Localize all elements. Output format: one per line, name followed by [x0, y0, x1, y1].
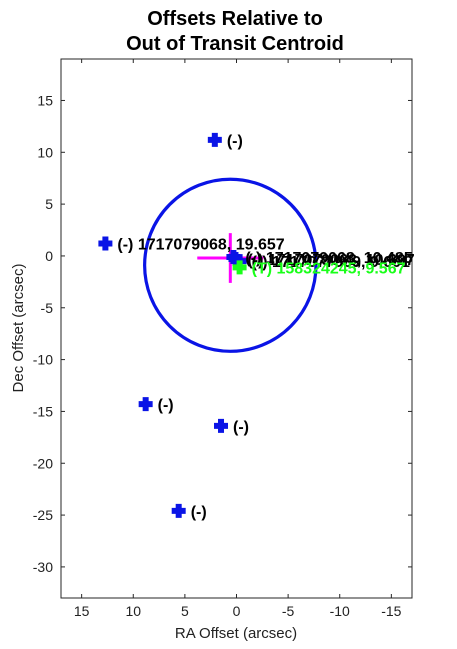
y-tick-label: -30: [33, 559, 53, 575]
y-axis-label: Dec Offset (arcsec): [10, 264, 27, 393]
x-axis-label: RA Offset (arcsec): [175, 625, 297, 642]
x-tick-label: 0: [233, 603, 241, 619]
star-label: (-) 1717077909, 9.601: [252, 254, 410, 271]
star-label: (-): [191, 504, 207, 521]
x-tick-label: 5: [181, 603, 189, 619]
x-tick-label: -5: [282, 603, 295, 619]
y-tick-label: 10: [37, 144, 53, 160]
star-marker: [232, 260, 247, 275]
x-tick-label: 10: [125, 603, 141, 619]
y-tick-label: -10: [33, 352, 53, 368]
star-marker: [207, 132, 222, 147]
star-label: (-) 1717079063, 10.697: [247, 252, 414, 269]
x-tick-label: 15: [74, 603, 90, 619]
star-label: (T) 158324245, 9.567: [252, 260, 406, 277]
star-label: (-): [158, 397, 174, 414]
y-tick-label: -25: [33, 507, 53, 523]
star-marker: [171, 503, 186, 518]
star-marker: [138, 397, 153, 412]
y-tick-label: 0: [45, 248, 53, 264]
star-marker: [98, 236, 113, 251]
star-label: (-): [227, 133, 243, 150]
chart-title-line-1: Offsets Relative to: [147, 8, 323, 30]
axis-ticks: 15 10 5 0 -5 -10 -15 15 10 5 0 -5 -10 -15 -20 -25 -30: [33, 59, 412, 619]
star-marker: [214, 418, 229, 433]
x-tick-label: -15: [381, 603, 401, 619]
y-tick-label: -5: [41, 300, 54, 316]
y-tick-label: 15: [37, 92, 53, 108]
x-tick-label: -10: [330, 603, 350, 619]
chart-marks: (-) (-) 1717079068, 19.657(-) 1717079068,…: [98, 132, 415, 521]
y-tick-label: -15: [33, 403, 53, 419]
y-tick-label: 5: [45, 196, 53, 212]
plot-area: [60, 58, 413, 599]
star-label: (-): [233, 419, 249, 436]
uncertainty-circle: [143, 177, 318, 353]
chart-title-line-2: Out of Transit Centroid: [126, 33, 344, 55]
star-label: (-) 1717079068, 19.657: [117, 237, 284, 254]
y-tick-label: -20: [33, 455, 53, 471]
star-label: (-) 1717079068, 10.485: [245, 250, 412, 267]
